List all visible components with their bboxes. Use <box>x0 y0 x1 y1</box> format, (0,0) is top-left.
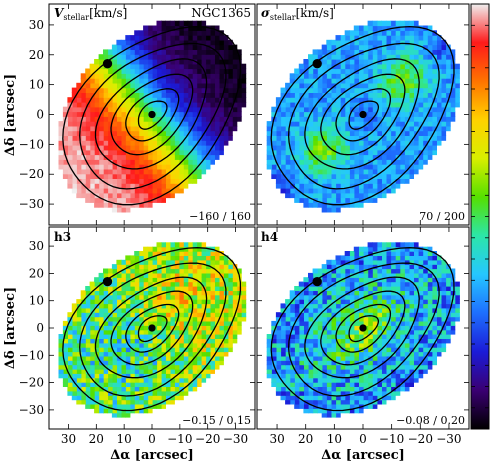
x-axis-label-left: Δα [arcsec] <box>110 448 194 463</box>
x-tick-label: −10 <box>167 432 192 446</box>
range-label-h3: −0.15 / 0.15 <box>182 414 251 427</box>
y-tick-label: 30 <box>29 18 44 32</box>
panel-label-dispersion: σstellar[km/s] <box>261 6 334 22</box>
x-tick-label: −20 <box>408 432 433 446</box>
panel-label-h4: h4 <box>261 230 278 244</box>
x-tick-label: −30 <box>436 432 461 446</box>
x-tick-label: 0 <box>148 432 156 446</box>
y-tick-label: 0 <box>36 321 44 335</box>
object-name: NGC1365 <box>191 6 251 20</box>
range-label-h4: −0.08 / 0.20 <box>396 414 465 427</box>
x-tick-label: −30 <box>223 432 248 446</box>
x-tick-labels: 30 20 10 0 −10 −20 −30 30 20 10 0 −10 −20 −30 <box>61 432 462 446</box>
y-tick-label: −10 <box>19 348 44 362</box>
panel-label-velocity: Vstellar[km/s] <box>54 6 127 22</box>
panel-dispersion: σstellar[km/s] 70 / 200 <box>256 3 470 226</box>
y-tick-label: −30 <box>19 403 44 417</box>
x-axis-label-right: Δα [arcsec] <box>321 448 405 463</box>
range-label-dispersion: 70 / 200 <box>419 210 465 223</box>
x-tick-label: 10 <box>117 432 132 446</box>
x-tick-label: −20 <box>195 432 220 446</box>
x-tick-label: 20 <box>89 432 104 446</box>
y-axis-label-bottom: Δδ [arcsec] <box>3 287 18 369</box>
y-tick-label: −30 <box>19 197 44 211</box>
x-tick-label: 20 <box>298 432 313 446</box>
panel-velocity: Vstellar[km/s] NGC1365 −160 / 160 <box>48 3 256 226</box>
x-tick-label: 10 <box>327 432 342 446</box>
panel-h3: h3 −0.15 / 0.15 <box>48 226 256 430</box>
y-tick-label: 20 <box>29 48 44 62</box>
y-tick-label: 10 <box>29 294 44 308</box>
x-tick-label: 30 <box>61 432 76 446</box>
panel-h4: h4 −0.08 / 0.20 <box>256 226 470 430</box>
y-tick-label: −20 <box>19 376 44 390</box>
y-tick-label: −20 <box>19 167 44 181</box>
panel-label-h3: h3 <box>54 230 71 244</box>
y-tick-label: 0 <box>36 108 44 122</box>
x-tick-label: 30 <box>269 432 284 446</box>
colorbar <box>470 3 490 430</box>
y-tick-labels: 30 20 10 0 −10 −20 −30 30 20 10 0 −10 −20 −30 <box>19 18 44 417</box>
y-tick-label: 30 <box>29 239 44 253</box>
y-tick-label: 20 <box>29 266 44 280</box>
range-label-velocity: −160 / 160 <box>189 210 251 223</box>
y-axis-label-top: Δδ [arcsec] <box>3 74 18 156</box>
x-tick-label: 0 <box>359 432 367 446</box>
x-tick-label: −10 <box>379 432 404 446</box>
y-tick-label: 10 <box>29 78 44 92</box>
y-tick-label: −10 <box>19 137 44 151</box>
